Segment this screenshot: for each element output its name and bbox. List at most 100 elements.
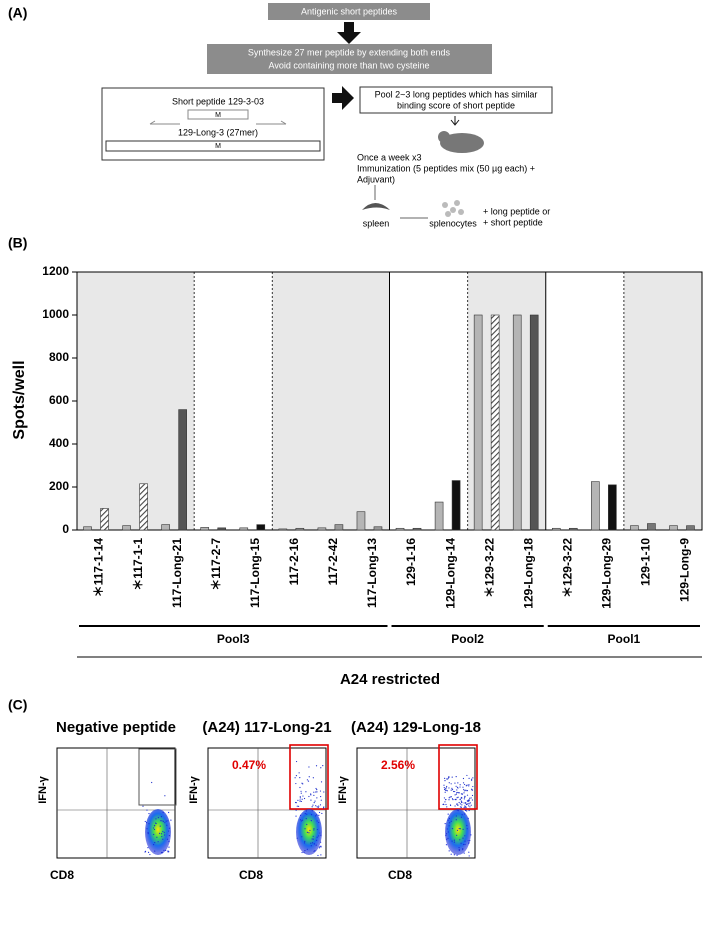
dot xyxy=(456,791,458,794)
group-label: Pool1 xyxy=(608,632,641,646)
dot xyxy=(295,760,298,763)
panel-label: (B) xyxy=(8,235,27,251)
dot xyxy=(454,794,456,796)
y-tick-label: 1000 xyxy=(42,307,69,321)
dot xyxy=(465,803,468,806)
dot xyxy=(316,814,318,816)
dot xyxy=(445,803,447,806)
dot xyxy=(458,801,460,804)
bar xyxy=(608,484,617,531)
dot xyxy=(309,829,311,831)
dot xyxy=(303,851,305,853)
y-tick-label: 800 xyxy=(49,350,69,364)
dot xyxy=(464,806,466,808)
dot xyxy=(447,813,449,815)
dot xyxy=(162,811,164,814)
box xyxy=(207,44,492,74)
dot xyxy=(306,779,309,781)
dot xyxy=(318,811,321,814)
dot xyxy=(295,802,297,804)
dot xyxy=(466,774,468,777)
dot xyxy=(456,834,458,836)
dot xyxy=(299,800,301,802)
dot xyxy=(471,799,474,801)
dot xyxy=(464,843,466,846)
dot xyxy=(457,810,459,812)
dot xyxy=(313,794,315,796)
dot xyxy=(471,778,473,780)
dot xyxy=(162,820,164,822)
dot xyxy=(163,831,165,834)
bar xyxy=(83,526,92,531)
dot xyxy=(456,803,458,805)
x-tick-label: 129-Long-9 xyxy=(678,538,692,602)
dot xyxy=(443,784,445,786)
dot xyxy=(447,778,449,780)
dot xyxy=(312,835,314,837)
dot xyxy=(453,790,455,793)
bar xyxy=(334,524,344,531)
dot xyxy=(313,802,315,804)
dot xyxy=(301,798,303,800)
text: Adjuvant) xyxy=(357,174,395,184)
dot xyxy=(156,836,158,838)
dot xyxy=(168,827,171,829)
dot xyxy=(464,809,467,812)
dot xyxy=(165,849,167,851)
y-axis-label: IFN-γ xyxy=(188,775,200,803)
bar xyxy=(356,511,366,531)
dot xyxy=(316,836,318,838)
dot xyxy=(307,780,310,782)
dot xyxy=(468,809,470,812)
x-tick-label: ＊129-3-22 xyxy=(560,538,574,598)
bar xyxy=(122,525,131,531)
dot xyxy=(167,851,169,853)
y-tick-label: 600 xyxy=(49,393,69,407)
dot xyxy=(468,799,470,801)
dot xyxy=(299,786,301,789)
x-tick-label: 117-Long-21 xyxy=(170,538,184,608)
text: splenocytes xyxy=(429,218,477,228)
dot xyxy=(459,784,461,786)
dot xyxy=(460,793,463,795)
dot xyxy=(298,772,300,774)
dot xyxy=(304,813,306,815)
dot xyxy=(153,833,155,836)
dot xyxy=(445,833,448,835)
text: Once a week x3 xyxy=(357,152,422,162)
dot xyxy=(450,853,452,855)
dot xyxy=(312,804,314,806)
dot xyxy=(448,825,450,827)
dot xyxy=(465,785,467,787)
dot xyxy=(157,841,159,843)
x-tick-label: ＊117-2-7 xyxy=(209,538,223,591)
dot xyxy=(313,843,315,845)
dot xyxy=(445,834,447,836)
dot xyxy=(451,776,453,778)
text: + short peptide xyxy=(483,217,543,227)
dot xyxy=(444,789,447,791)
dot xyxy=(322,765,324,767)
dot xyxy=(463,843,465,846)
dot xyxy=(318,805,320,807)
dot xyxy=(320,841,322,843)
dot xyxy=(320,845,322,847)
dot xyxy=(310,845,312,847)
cell-cloud xyxy=(445,809,471,855)
dot xyxy=(457,792,460,794)
x-tick-label: 117-Long-15 xyxy=(248,538,262,608)
dot xyxy=(144,820,146,823)
dot xyxy=(454,798,456,801)
dot xyxy=(301,851,303,854)
dot xyxy=(314,815,317,817)
y-tick-label: 200 xyxy=(49,479,69,493)
dot xyxy=(451,840,453,842)
bar xyxy=(395,527,405,531)
bar xyxy=(100,508,109,531)
bar xyxy=(178,409,187,531)
dot xyxy=(149,853,151,856)
bar xyxy=(200,527,210,531)
dot xyxy=(463,783,466,786)
dot xyxy=(459,786,461,788)
dot xyxy=(320,767,322,769)
